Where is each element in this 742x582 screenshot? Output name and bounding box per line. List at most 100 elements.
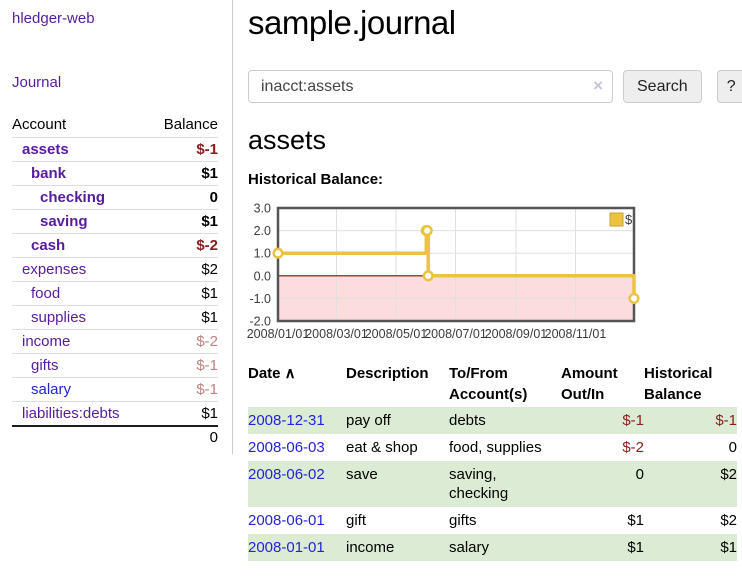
x-tick-label: 2008/01/01 xyxy=(247,327,310,341)
y-tick-label: 1.0 xyxy=(254,247,271,261)
y-tick-label: -2.0 xyxy=(249,315,271,329)
register-table-head: Date ∧ Description To/From Account(s) Amoun… xyxy=(248,361,737,407)
transaction-amount: $-1 xyxy=(622,412,644,429)
search-button[interactable]: Search xyxy=(623,70,702,103)
transaction-balance: $2 xyxy=(720,512,737,529)
sort-ascending-icon: ∧ xyxy=(280,365,296,382)
sidebar-account-row: gifts $-1 xyxy=(12,353,218,378)
register-row: 2008-01-01 income salary $1 $1 xyxy=(248,534,737,561)
sidebar-account-link[interactable]: saving xyxy=(40,213,88,230)
search-form: × Search ? xyxy=(248,70,742,103)
balance-column-header: Balance xyxy=(163,116,218,133)
sidebar-account-link[interactable]: bank xyxy=(31,165,67,182)
sidebar-account-table: Account Balance assets $-1 bank $1 checking 0… xyxy=(12,113,218,448)
transaction-date-link[interactable]: 2008-06-01 xyxy=(248,512,325,529)
sidebar-account-row: liabilities:debts $1 xyxy=(12,401,218,426)
data-point xyxy=(628,292,640,304)
brand: hledger-web xyxy=(12,10,218,28)
register-column-header: To/From Account(s) xyxy=(449,365,528,403)
transaction-accounts: food, supplies xyxy=(449,439,542,456)
account-column-header: Account xyxy=(12,116,67,133)
transaction-description: pay off xyxy=(346,412,391,429)
sidebar-account-link[interactable]: assets xyxy=(22,141,69,158)
sidebar-account-row: supplies $1 xyxy=(12,305,218,330)
transaction-date-link[interactable]: 2008-12-31 xyxy=(248,412,325,429)
plot-border xyxy=(276,206,636,323)
sidebar-account-balance: $-1 xyxy=(148,137,218,162)
sidebar-account-row: expenses $2 xyxy=(12,257,218,282)
transaction-amount: $1 xyxy=(627,512,644,529)
register-row: 2008-06-03 eat & shop food, supplies $-2 0 xyxy=(248,434,737,461)
legend-label: $ xyxy=(625,212,633,227)
y-tick-label: 2.0 xyxy=(254,224,271,238)
transaction-balance: $-1 xyxy=(715,412,737,429)
transaction-date-link[interactable]: 2008-06-02 xyxy=(248,466,325,483)
help-button[interactable]: ? xyxy=(716,70,742,103)
sidebar-account-link[interactable]: expenses xyxy=(22,261,87,278)
sidebar-account-link[interactable]: supplies xyxy=(31,309,87,326)
register-column-header: Description xyxy=(346,365,429,382)
register-row: 2008-06-01 gift gifts $1 $2 xyxy=(248,507,737,534)
transaction-amount: 0 xyxy=(635,466,644,483)
y-tick-label: -1.0 xyxy=(249,292,271,306)
sidebar-account-row: saving $1 xyxy=(12,209,218,234)
sidebar-item-journal[interactable]: Journal xyxy=(12,74,62,91)
transaction-accounts: debts xyxy=(449,412,486,429)
clear-search-icon[interactable]: × xyxy=(593,76,603,95)
transaction-amount: $-2 xyxy=(622,439,644,456)
sidebar-account-balance: $-1 xyxy=(148,377,218,402)
sidebar-account-row: cash $-2 xyxy=(12,233,218,258)
sidebar-account-link[interactable]: gifts xyxy=(31,357,59,374)
sidebar-account-balance: $1 xyxy=(148,401,218,426)
sidebar-account-row: assets $-1 xyxy=(12,137,218,162)
register-row: 2008-06-02 save saving, checking 0 $2 xyxy=(248,461,737,507)
account-heading: assets xyxy=(248,125,327,155)
y-tick-label: 0.0 xyxy=(254,269,271,283)
transaction-date-link[interactable]: 2008-01-01 xyxy=(248,539,325,556)
transaction-description: income xyxy=(346,539,395,556)
register-table: Date ∧ Description To/From Account(s) Amoun… xyxy=(248,361,737,561)
sidebar-account-balance: $1 xyxy=(148,209,218,234)
transaction-balance: $1 xyxy=(720,539,737,556)
register-table-body: 2008-12-31 pay off debts $-1 $-1 2008-06-03 ea… xyxy=(248,407,737,561)
sidebar-account-link[interactable]: checking xyxy=(40,189,106,206)
sidebar-account-row: checking 0 xyxy=(12,185,218,210)
sidebar-total-row: 0 xyxy=(12,425,218,448)
register-column-header: Date ∧ xyxy=(248,365,296,382)
sidebar-account-row: salary $-1 xyxy=(12,377,218,402)
search-input[interactable] xyxy=(248,70,613,103)
sidebar-account-balance: 0 xyxy=(148,185,218,210)
x-tick-label: 2008/03/01 xyxy=(305,327,368,341)
transaction-accounts: gifts xyxy=(449,512,477,529)
sidebar-account-balance: $1 xyxy=(148,281,218,306)
register-header-row: Date ∧ Description To/From Account(s) Amoun… xyxy=(248,361,737,407)
sidebar-account-link[interactable]: cash xyxy=(31,237,66,254)
transaction-amount: $1 xyxy=(627,539,644,556)
sidebar-nav: Journal xyxy=(12,74,218,92)
sidebar-account-table-header-row: Account Balance xyxy=(12,113,218,138)
app: hledger-web Journal Account Balance asse… xyxy=(0,0,742,561)
sidebar-account-link[interactable]: income xyxy=(22,333,71,350)
sidebar-total-balance: 0 xyxy=(148,425,218,448)
sidebar-account-link[interactable]: salary xyxy=(31,381,72,398)
transaction-description: eat & shop xyxy=(346,439,418,456)
sidebar-account-balance: $1 xyxy=(148,161,218,186)
sidebar-account-link[interactable]: food xyxy=(31,285,61,302)
sidebar-account-row: bank $1 xyxy=(12,161,218,186)
legend-swatch xyxy=(609,212,624,227)
historical-balance-chart[interactable]: 3.0 2.0 1.0 0.0 -1.0 -2.02008/01/012008/03/01… xyxy=(247,200,742,345)
sidebar-account-balance: $2 xyxy=(148,257,218,282)
sidebar-account-link[interactable]: liabilities:debts xyxy=(22,405,120,422)
register-row: 2008-12-31 pay off debts $-1 $-1 xyxy=(248,407,737,434)
sidebar: hledger-web Journal Account Balance asse… xyxy=(0,0,233,454)
brand-link[interactable]: hledger-web xyxy=(12,10,95,27)
sidebar-account-balance: $-1 xyxy=(148,353,218,378)
data-point xyxy=(421,225,433,237)
sidebar-account-table-body: assets $-1 bank $1 checking 0 saving $1 cash $-2 e… xyxy=(12,137,218,426)
page-title: sample.journal xyxy=(248,4,456,41)
sidebar-account-balance: $1 xyxy=(148,305,218,330)
x-tick-label: 2008/05/01 xyxy=(365,327,428,341)
transaction-accounts: saving, checking xyxy=(449,466,509,502)
transaction-description: gift xyxy=(346,512,367,529)
transaction-date-link[interactable]: 2008-06-03 xyxy=(248,439,325,456)
